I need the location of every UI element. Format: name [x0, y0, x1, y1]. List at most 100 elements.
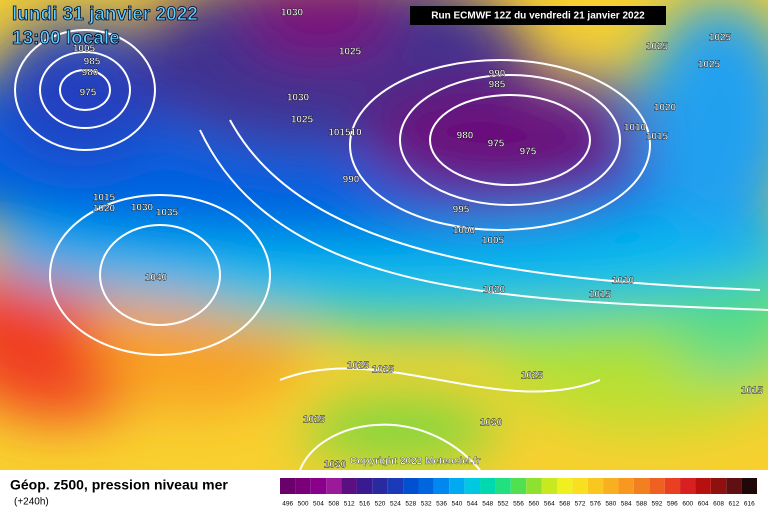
field: [0, 0, 768, 470]
color-swatch: [280, 478, 296, 494]
colorbar-label: 564: [544, 501, 555, 508]
isobar-label: 1040: [145, 273, 168, 284]
isobar-label: 980: [82, 68, 99, 79]
color-swatch: [556, 478, 573, 494]
color-swatch: [680, 478, 696, 494]
isobars: [14, 29, 768, 471]
color-swatch: [587, 478, 604, 494]
colorbar-label: 548: [482, 501, 493, 508]
isobar-label: 1010: [624, 123, 647, 134]
color-swatch: [433, 478, 450, 494]
isobar-label: 1005: [73, 44, 96, 55]
isobar-label: 1010: [612, 276, 635, 287]
color-swatch: [741, 478, 757, 494]
colorbar-label: 512: [344, 501, 355, 508]
colorbar-label: 608: [713, 501, 724, 508]
isobar-label: 1005: [482, 236, 505, 247]
color-swatch: [495, 478, 511, 494]
isobar-label: 1015: [741, 386, 764, 397]
isobar-label: 1025: [646, 42, 669, 53]
color-swatch: [326, 478, 342, 494]
isobar-label: 1020: [483, 285, 506, 296]
isobar-label: 975: [488, 139, 505, 150]
colorbar-label: 616: [744, 501, 755, 508]
color-swatch: [341, 478, 357, 494]
colorbar-label: 612: [728, 501, 739, 508]
colorbar-label: 536: [436, 501, 447, 508]
colorbar-label: 540: [452, 501, 463, 508]
colorbar-label: 532: [421, 501, 432, 508]
color-swatch: [480, 478, 496, 494]
color-swatch: [633, 478, 650, 494]
color-swatch: [372, 478, 388, 494]
color-swatch: [403, 478, 419, 494]
lead-time: (+240h): [14, 497, 49, 508]
color-swatch: [387, 478, 404, 494]
isobar-label: 995: [453, 205, 470, 216]
isobar-label: 1015: [589, 290, 612, 301]
footer-title: Géop. z500, pression niveau mer: [10, 477, 228, 493]
run-box: [410, 6, 666, 25]
color-swatch: [695, 478, 711, 494]
isobar-label: 1030: [131, 203, 154, 214]
color-swatch: [464, 478, 481, 494]
isobar-label: 985: [84, 57, 101, 68]
color-swatch: [310, 478, 327, 494]
isobar-label: 1025: [291, 115, 314, 126]
colorbar-label: 580: [605, 501, 616, 508]
isobar-label: 1025: [521, 371, 544, 382]
copyright: Copyright 2022 Meteociel.fr: [350, 456, 481, 467]
date: lundi 31 janvier 2022: [12, 4, 198, 25]
isobar-label: 1030: [281, 8, 304, 19]
colorbar-label: 520: [375, 501, 386, 508]
colorbar-label: 528: [405, 501, 416, 508]
colorbar-label: 560: [528, 501, 539, 508]
colorbar-label: 604: [698, 501, 709, 508]
isobar-label: 990: [489, 69, 506, 80]
color-swatch: [510, 478, 527, 494]
isobar-label: 1030: [480, 418, 503, 429]
colorbar: 496 500 504 508 512 516 520 524 528 532 536 540 544 5…: [280, 478, 757, 508]
colorbar-label: 544: [467, 501, 478, 508]
colorbar-label: 576: [590, 501, 601, 508]
isobar-label: 1025: [709, 33, 732, 44]
color-swatch: [418, 478, 434, 494]
color-swatch: [603, 478, 619, 494]
isobar-label: 975: [80, 88, 97, 99]
isobar-label: 990: [343, 175, 360, 186]
isobar-label: 1025: [698, 60, 721, 71]
colorbar-label: 552: [498, 501, 509, 508]
colorbar-label: 524: [390, 501, 401, 508]
color-swatch: [649, 478, 665, 494]
isobar-label: 1035: [156, 208, 179, 219]
color-swatch: [526, 478, 542, 494]
isobar-label: 1025: [347, 361, 370, 372]
colorbar-label: 496: [282, 501, 293, 508]
colorbar-label: 588: [636, 501, 647, 508]
colorbar-label: 504: [313, 501, 324, 508]
colorbar-label: 596: [667, 501, 678, 508]
time: 13:00 locale: [12, 28, 120, 49]
isobar-label: 1020: [654, 103, 677, 114]
color-swatch: [356, 478, 373, 494]
isobar-label: 1025: [372, 365, 395, 376]
isobar-label: 1020: [93, 204, 116, 215]
colorbar-label: 508: [328, 501, 339, 508]
isobar-label: 980: [457, 131, 474, 142]
color-swatch: [726, 478, 742, 494]
colorbar-label: 592: [652, 501, 663, 508]
isobar-label: 1025: [339, 47, 362, 58]
colorbar-label: 516: [359, 501, 370, 508]
color-swatch: [572, 478, 588, 494]
isobar-label: 1025: [303, 415, 326, 426]
colorbar-label: 500: [298, 501, 309, 508]
isobar-label: 1030: [324, 460, 347, 471]
colorbar-label: 556: [513, 501, 524, 508]
isobar-labels: 1030102510301025101510990990985980975975…: [73, 7, 764, 471]
isobar-label: 101510: [328, 128, 362, 139]
colorbar-label: 584: [621, 501, 632, 508]
color-swatch: [664, 478, 681, 494]
isobar-label: 1015: [646, 132, 669, 143]
